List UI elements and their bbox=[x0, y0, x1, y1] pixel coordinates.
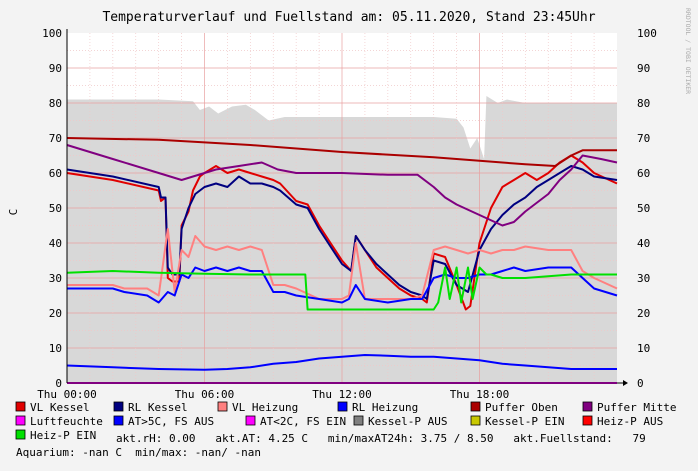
legend-label-heiz-p-aus: Heiz-P AUS bbox=[597, 415, 663, 428]
legend-swatch-kessel-p-aus bbox=[353, 415, 364, 426]
x-tick-label: Thu 18:00 bbox=[450, 388, 510, 401]
y-tick-label-right: 10 bbox=[637, 342, 650, 355]
stats-line: akt.rH: 0.00 akt.AT: 4.25 C min/maxAT24h… bbox=[116, 432, 646, 445]
legend-label-vl-heizung: VL Heizung bbox=[232, 401, 298, 414]
legend-swatch-luftfeuchte bbox=[15, 415, 26, 426]
y-tick-label-right: 50 bbox=[637, 202, 650, 215]
y-ticks-left: 0 10 20 30 40 50 60 70 80 90 100 bbox=[42, 27, 62, 390]
legend-swatch-heiz-p-aus bbox=[582, 415, 593, 426]
legend: VL Kessel RL Kessel VL Heizung RL Heizung Pu… bbox=[15, 401, 676, 442]
y-axis-label: C bbox=[7, 209, 20, 216]
x-tick-label: Thu 00:00 bbox=[37, 388, 97, 401]
y-tick-label: 20 bbox=[49, 307, 62, 320]
y-tick-label-right: 40 bbox=[637, 237, 650, 250]
y-tick-label: 10 bbox=[49, 342, 62, 355]
y-tick-label-right: 80 bbox=[637, 97, 650, 110]
legend-label-rl-kessel: RL Kessel bbox=[128, 401, 188, 414]
x-tick-label: Thu 12:00 bbox=[312, 388, 372, 401]
legend-label-heiz-p-ein: Heiz-P EIN bbox=[30, 429, 96, 442]
legend-swatch-kessel-p-ein bbox=[470, 415, 481, 426]
series-line-heiz-p-ein bbox=[66, 266, 617, 311]
y-tick-label: 0 bbox=[55, 377, 62, 390]
y-tick-label: 30 bbox=[49, 272, 62, 285]
axes bbox=[66, 29, 628, 386]
aquarium-line: Aquarium: -nan C min/max: -nan/ -nan bbox=[16, 446, 261, 459]
legend-label-kessel-p-ein: Kessel-P EIN bbox=[485, 415, 564, 428]
legend-swatch-puffer-oben bbox=[470, 401, 481, 412]
legend-swatch-vl-heizung bbox=[217, 401, 228, 412]
series-line-vl-heizung bbox=[67, 228, 618, 300]
legend-swatch-puffer-mitte bbox=[582, 401, 593, 412]
series-line-puffer-mitte bbox=[66, 144, 618, 227]
legend-label-luftfeuchte: Luftfeuchte bbox=[30, 415, 103, 428]
legend-label-puffer-mitte: Puffer Mitte bbox=[597, 401, 676, 414]
series-line-at-5c-fs-aus bbox=[66, 354, 617, 371]
y-ticks-right: 0 10 20 30 40 50 60 70 80 90 100 bbox=[637, 27, 657, 390]
legend-swatch-at-5c-fs-aus bbox=[113, 415, 124, 426]
plot-area: 0 10 20 30 40 50 60 70 80 90 100 0 10 20 30 40 50 60 70 80… bbox=[37, 27, 657, 401]
y-tick-label: 50 bbox=[49, 202, 62, 215]
x-axis-arrow bbox=[623, 380, 628, 386]
legend-label-puffer-oben: Puffer Oben bbox=[485, 401, 558, 414]
legend-label-rl-heizung: RL Heizung bbox=[352, 401, 418, 414]
legend-label-at-5c-fs-aus: AT>5C, FS AUS bbox=[128, 415, 214, 428]
y-tick-label-right: 70 bbox=[637, 132, 650, 145]
legend-swatch-heiz-p-ein bbox=[15, 429, 26, 440]
y-tick-label: 70 bbox=[49, 132, 62, 145]
x-tick-label: Thu 06:00 bbox=[175, 388, 235, 401]
legend-label-at-2c-fs-ein: AT<2C, FS EIN bbox=[260, 415, 346, 428]
rrdtool-watermark: RRDTOOL / TOBI OETIKER bbox=[684, 8, 692, 94]
y-tick-label: 90 bbox=[49, 62, 62, 75]
x-ticks: Thu 00:00 Thu 06:00 Thu 12:00 Thu 18:00 bbox=[37, 388, 509, 401]
y-tick-label-right: 30 bbox=[637, 272, 650, 285]
series-line-puffer-oben bbox=[66, 137, 617, 167]
y-tick-label-right: 0 bbox=[637, 377, 644, 390]
legend-label-vl-kessel: VL Kessel bbox=[30, 401, 90, 414]
y-tick-label-right: 60 bbox=[637, 167, 650, 180]
y-tick-label: 80 bbox=[49, 97, 62, 110]
legend-swatch-at-2c-fs-ein bbox=[245, 415, 256, 426]
y-tick-label: 40 bbox=[49, 237, 62, 250]
legend-label-kessel-p-aus: Kessel-P AUS bbox=[368, 415, 447, 428]
legend-swatch-rl-kessel bbox=[113, 401, 124, 412]
y-tick-label: 60 bbox=[49, 167, 62, 180]
y-tick-label-right: 90 bbox=[637, 62, 650, 75]
chart-title: Temperaturverlauf und Fuellstand am: 05.… bbox=[102, 10, 595, 25]
legend-swatch-vl-kessel bbox=[15, 401, 26, 412]
y-tick-label-right: 20 bbox=[637, 307, 650, 320]
y-tick-label-right: 100 bbox=[637, 27, 657, 40]
y-tick-label: 100 bbox=[42, 27, 62, 40]
series-line-rl-heizung bbox=[67, 266, 618, 304]
legend-swatch-rl-heizung bbox=[337, 401, 348, 412]
